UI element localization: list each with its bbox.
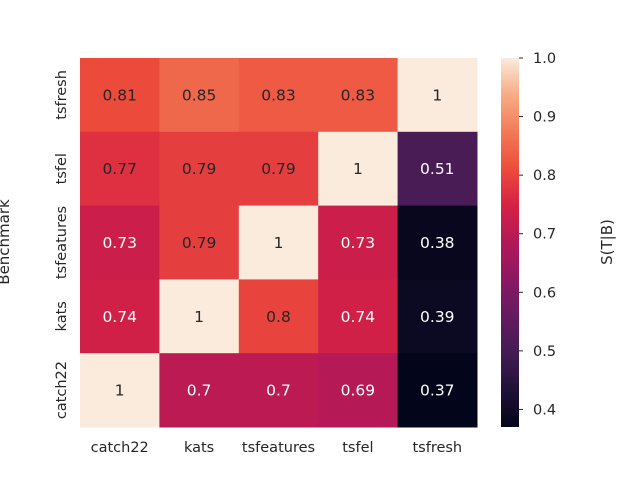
colorbar-tick-label: 1.0	[533, 51, 556, 67]
x-tick-label: tsfresh	[412, 440, 462, 456]
y-tick-label: tsfeatures	[54, 206, 70, 279]
cell-value-label: 0.7	[187, 382, 212, 400]
y-tick-label: tsfresh	[54, 70, 70, 120]
heatmap-cell	[318, 58, 399, 133]
cell-value-label: 1	[353, 160, 363, 178]
colorbar-tick-label: 0.8	[533, 168, 556, 184]
heatmap-cell	[318, 205, 399, 280]
x-tick-label: catch22	[91, 440, 149, 456]
cell-value-label: 0.85	[182, 86, 217, 104]
colorbar-tick-label: 0.9	[533, 110, 556, 126]
heatmap-cell	[159, 131, 240, 207]
heatmap-cell	[397, 58, 478, 133]
colorbar-ticks: 0.4 0.5 0.6 0.7 0.8 0.9 1.0	[519, 51, 556, 418]
heatmap-cell	[238, 353, 319, 428]
colorbar-tick-label: 0.4	[533, 402, 556, 418]
heatmap-cell	[397, 131, 478, 207]
heatmap-cell	[397, 205, 478, 280]
y-tick-label: catch22	[54, 361, 70, 419]
cell-value-label: 1	[432, 86, 442, 104]
y-tick-label: kats	[54, 301, 70, 331]
heatmap-cells	[80, 58, 478, 428]
heatmap-cell	[318, 279, 399, 354]
cell-value-label: 0.83	[261, 86, 296, 104]
y-axis-title: Benchmark	[0, 199, 13, 285]
cell-value-label: 0.79	[261, 160, 296, 178]
heatmap-cell	[238, 131, 319, 207]
colorbar-tick-label: 0.7	[533, 227, 556, 243]
heatmap-cell	[397, 353, 478, 428]
heatmap-cell-labels: 0.81 0.85 0.83 0.83 10.77 0.79 0.79 1 0.510.73 0.…	[102, 86, 454, 399]
cell-value-label: 0.79	[182, 234, 217, 252]
cell-value-label: 0.81	[102, 86, 137, 104]
cell-value-label: 1	[194, 308, 204, 326]
heatmap-cell	[80, 131, 160, 207]
colorbar-title: S(T|B)	[598, 219, 616, 265]
heatmap-cell	[159, 279, 240, 354]
heatmap-cell	[397, 279, 478, 354]
x-tick-label: tsfel	[342, 440, 373, 456]
y-axis-ticks: tsfresh tsfel tsfeatures kats catch22	[54, 70, 70, 419]
x-tick-label: tsfeatures	[242, 440, 315, 456]
cell-value-label: 0.73	[102, 234, 137, 252]
heatmap-cell	[159, 353, 240, 428]
heatmap-cell	[80, 205, 160, 280]
cell-value-label: 1	[115, 382, 125, 400]
cell-value-label: 0.73	[341, 234, 376, 252]
cell-value-label: 0.77	[102, 160, 137, 178]
x-tick-label: kats	[184, 440, 214, 456]
cell-value-label: 0.51	[420, 160, 455, 178]
cell-value-label: 0.8	[266, 308, 291, 326]
heatmap-cell	[80, 58, 160, 133]
colorbar	[501, 58, 519, 427]
heatmap-cell	[80, 279, 160, 354]
cell-value-label: 0.38	[420, 234, 455, 252]
heatmap-cell	[318, 131, 399, 207]
y-tick-label: tsfel	[54, 153, 70, 184]
colorbar-tick-label: 0.6	[533, 285, 556, 301]
cell-value-label: 0.79	[182, 160, 217, 178]
cell-value-label: 0.7	[266, 382, 291, 400]
cell-value-label: 0.39	[420, 308, 455, 326]
cell-value-label: 0.74	[341, 308, 376, 326]
heatmap-cell	[238, 279, 319, 354]
x-axis-ticks: catch22 kats tsfeatures tsfel tsfresh	[91, 440, 463, 456]
heatmap-cell	[238, 58, 319, 133]
cell-value-label: 0.74	[102, 308, 137, 326]
heatmap-cell	[238, 205, 319, 280]
colorbar-tick-label: 0.5	[533, 344, 556, 360]
cell-value-label: 1	[274, 234, 284, 252]
heatmap-cell	[159, 205, 240, 280]
cell-value-label: 0.37	[420, 382, 455, 400]
cell-value-label: 0.83	[341, 86, 376, 104]
heatmap-cell	[318, 353, 399, 428]
heatmap-cell	[159, 58, 240, 133]
cell-value-label: 0.69	[341, 382, 376, 400]
heatmap-cell	[80, 353, 160, 428]
